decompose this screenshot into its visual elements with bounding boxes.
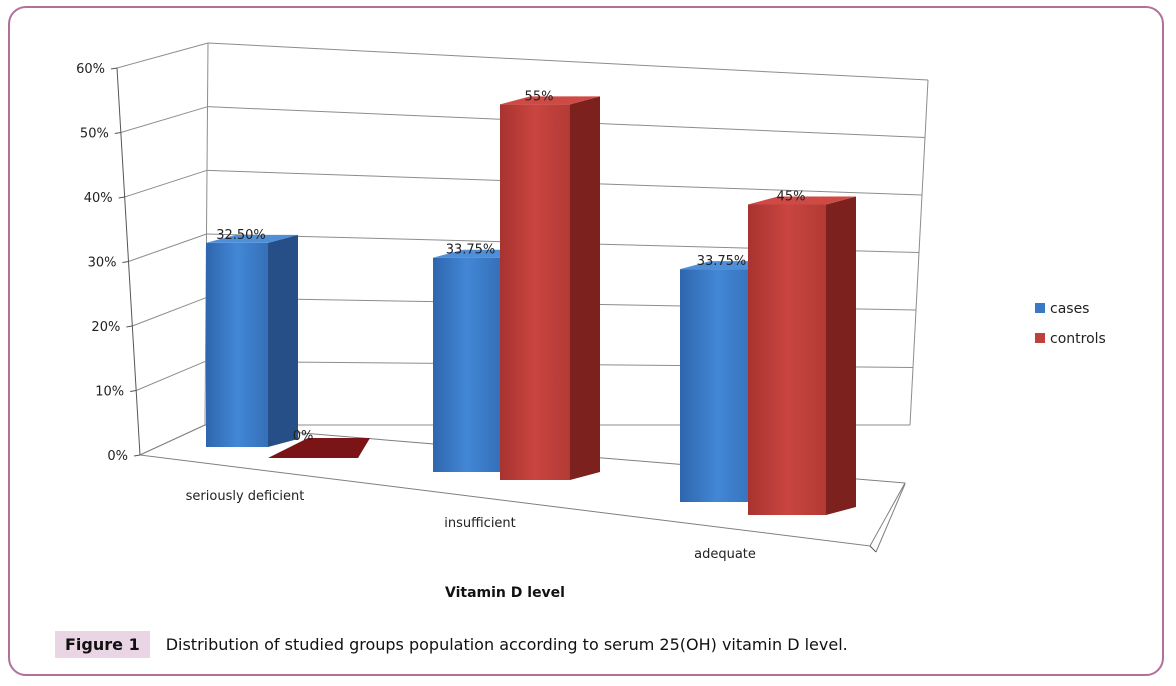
bar-controls-top [748,196,856,205]
y-tick-label: 60% [76,62,105,77]
data-label: 55% [525,89,554,104]
bar-cases-top [206,234,298,243]
y-tick-mark [118,196,125,199]
bar-controls-side [570,96,600,480]
bar-controls-flat [268,438,370,458]
bar-cases-front [680,269,755,502]
caption-text: Distribution of studied groups populatio… [165,634,848,654]
bar-cases-side [268,234,298,447]
side-gridline [120,106,208,133]
bar-cases-front [206,242,268,447]
legend: cases controls [1035,301,1106,347]
data-label: 33.75% [446,243,496,258]
side-gridline [116,42,209,69]
bar-controls-top [500,96,600,105]
floor-right-edge [875,483,906,553]
data-label: 45% [777,190,806,205]
data-labels: 32.50% 33.75% 33.75% 0% 55% 45% [216,89,805,444]
y-tick-label: 0% [107,449,128,464]
side-gridline [132,297,207,327]
figure-label: Figure 1 [55,630,150,658]
data-label: 32.50% [216,228,266,243]
figure-caption: Figure 1 Distribution of studied groups … [55,628,848,660]
gridline [207,42,929,81]
side-gridline [128,233,207,262]
bar-controls-front [748,204,826,515]
side-gridline [124,169,208,198]
side-gridline [135,360,206,391]
floor-corner-tick [869,545,877,553]
y-tick-label: 10% [95,385,124,400]
y-tick-mark [126,325,133,328]
legend-label-controls: controls [1050,331,1106,347]
y-tick-mark [110,67,118,70]
y-tick-label: 30% [88,256,117,271]
data-label: 0% [293,429,314,444]
legend-label-cases: cases [1050,301,1089,317]
legend-swatch-cases [1035,303,1045,313]
y-tick-label: 40% [84,191,113,206]
y-axis-line [116,67,141,456]
axes: 0% 10% 20% 30% 40% 50% 60% seriously deficient i… [76,62,877,562]
y-tick-mark [114,132,121,134]
legend-swatch-controls [1035,333,1045,343]
back-wall-right-edge [909,79,929,426]
data-label: 33.75% [697,254,747,269]
bars [206,96,856,515]
x-tick-label: insufficient [444,516,516,531]
bar-controls-front [500,104,570,480]
y-tick-mark [133,454,141,457]
y-tick-label: 20% [91,320,120,335]
x-axis-title: Vitamin D level [445,585,565,601]
bar-cases-front [433,257,500,472]
y-tick-mark [122,261,129,263]
x-tick-label: adequate [694,547,756,562]
x-tick-label: seriously deficient [186,489,305,504]
y-tick-label: 50% [80,127,109,142]
back-wall-edge [204,42,209,426]
y-tick-mark [130,390,137,392]
bar-controls-side [826,196,856,515]
